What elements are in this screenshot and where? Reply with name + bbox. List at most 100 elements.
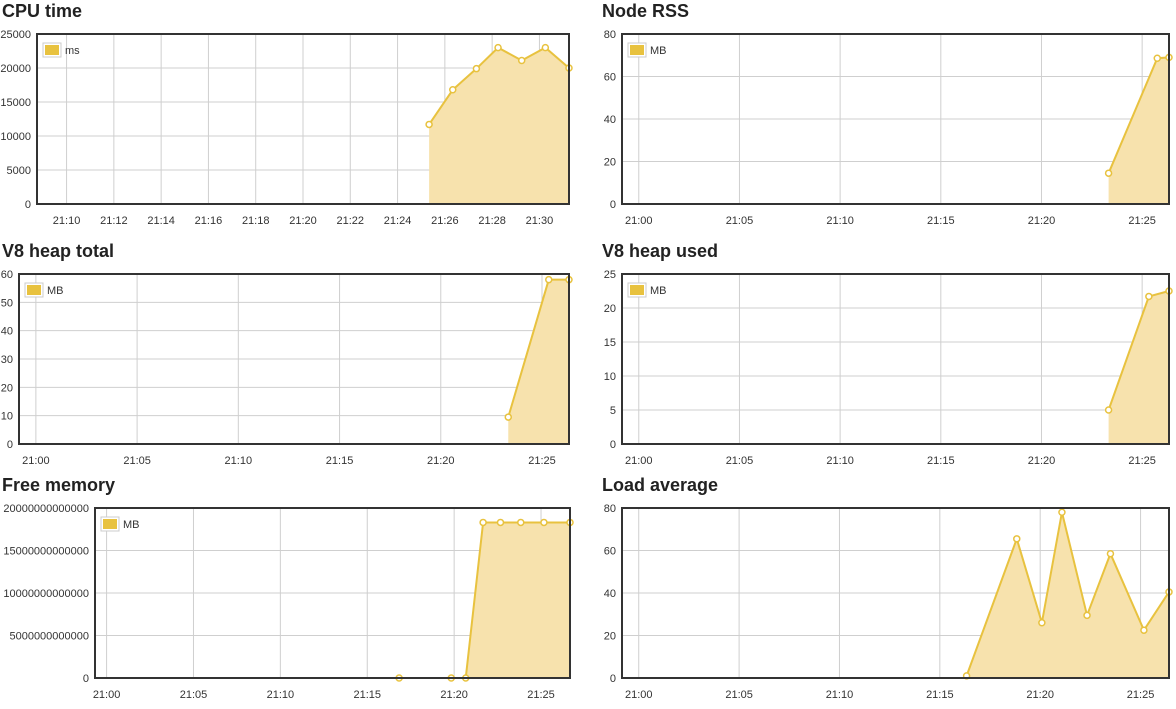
- grid: [19, 274, 569, 444]
- legend-swatch: [630, 285, 644, 295]
- legend: ms: [42, 42, 80, 58]
- x-tick-label: 21:20: [427, 455, 455, 467]
- y-tick-label: 40: [604, 114, 616, 126]
- x-tick-label: 21:25: [1128, 215, 1156, 227]
- x-tick-label: 21:05: [726, 455, 754, 467]
- data-point: [425, 120, 433, 129]
- x-tick-label: 21:20: [1028, 215, 1056, 227]
- y-tick-label: 0: [610, 673, 616, 685]
- series-area: [399, 522, 570, 678]
- x-tick-label: 21:30: [526, 215, 554, 227]
- data-point: [496, 518, 505, 527]
- x-tick-label: 21:12: [100, 215, 128, 227]
- load-average-chart: 0 20 40 60 80 21:00 21:05 21:10 21:15 21:20 21:25: [604, 503, 1173, 701]
- y-tick-label: 25: [604, 269, 616, 281]
- x-tick-label: 21:10: [826, 689, 854, 701]
- y-tick-label: 25000: [0, 29, 31, 41]
- x-tick-label: 21:15: [926, 689, 954, 701]
- legend-swatch: [27, 285, 41, 295]
- v8-heap-used-panel: V8 heap used 0 5 10 15 20 25 21:00 21:05 21:10 21…: [600, 240, 1176, 475]
- v8-heap-total-chart: 0 10 20 30 40 50 60 21:00 21:05 21:10 21:15 21:20 21…: [1, 269, 573, 467]
- data-point: [517, 518, 525, 527]
- x-tick-label: 21:24: [384, 215, 412, 227]
- data-point: [1106, 549, 1115, 558]
- x-tick-label: 21:15: [326, 455, 354, 467]
- x-tick-label: 21:10: [826, 455, 854, 467]
- legend: MB: [100, 516, 140, 532]
- y-tick-label: 80: [604, 29, 616, 41]
- data-point: [1013, 535, 1021, 543]
- legend: MB: [24, 282, 64, 298]
- grid: [622, 274, 1169, 444]
- legend-label: MB: [123, 519, 140, 531]
- series-area: [429, 47, 569, 204]
- plot-frame: [36, 33, 570, 205]
- x-tick-label: 21:15: [927, 455, 955, 467]
- x-tick-label: 21:28: [478, 215, 506, 227]
- y-tick-label: 20: [604, 303, 616, 315]
- data-point: [545, 275, 553, 284]
- x-tick-label: 21:22: [337, 215, 365, 227]
- y-tick-label: 0: [610, 199, 616, 211]
- cpu-time-chart: 0 5000 10000 15000 20000 25000 21:10 21:12 21:14…: [0, 29, 573, 227]
- y-tick-label: 30: [1, 354, 13, 366]
- chart-title: Load average: [602, 475, 719, 495]
- chart-title: V8 heap used: [602, 241, 719, 261]
- data-point: [504, 413, 513, 421]
- legend: MB: [627, 282, 667, 298]
- y-tick-label: 20: [1, 382, 13, 394]
- y-tick-label: 0: [25, 199, 31, 211]
- plot-frame: [621, 33, 1170, 205]
- y-tick-label: 10000000000000: [3, 588, 89, 600]
- legend-label: MB: [47, 285, 64, 297]
- y-tick-label: 10: [1, 411, 13, 423]
- legend-swatch: [103, 519, 117, 529]
- plot-frame: [94, 507, 571, 679]
- y-tick-label: 10000: [0, 131, 31, 143]
- data-point: [448, 86, 457, 94]
- x-tick-label: 21:10: [53, 215, 81, 227]
- data-point: [494, 43, 502, 52]
- node-rss-chart: 0 20 40 60 80 21:00 21:05 21:10 21:15 21:20 21:25 M…: [604, 29, 1173, 227]
- x-tick-label: 21:00: [625, 455, 653, 467]
- v8-heap-total-panel: V8 heap total 0 10 20 30 40 50 60 21:00 21:05 21:…: [0, 240, 588, 475]
- node-rss-panel: Node RSS 0 20 40 60 80 21:00 21:05 21:10 21:15 21…: [600, 0, 1176, 235]
- data-point: [1038, 619, 1046, 627]
- load-average-panel: Load average 0 20 40 60 80 21:00 21:05 21:10 21:…: [600, 474, 1176, 709]
- data-point: [1058, 508, 1066, 516]
- y-tick-label: 10: [604, 371, 616, 383]
- chart-title: V8 heap total: [2, 241, 115, 261]
- x-tick-label: 21:00: [625, 215, 653, 227]
- x-tick-label: 21:15: [353, 689, 381, 701]
- y-tick-label: 5000000000000: [9, 631, 89, 643]
- y-tick-label: 40: [604, 588, 616, 600]
- x-tick-label: 21:25: [1128, 455, 1156, 467]
- legend-label: ms: [65, 45, 80, 57]
- series-line: [965, 512, 1170, 677]
- x-tick-label: 21:16: [195, 215, 223, 227]
- x-tick-label: 21:05: [180, 689, 208, 701]
- y-tick-label: 0: [83, 673, 89, 685]
- x-tick-label: 21:15: [927, 215, 955, 227]
- data-point: [517, 56, 526, 65]
- y-tick-label: 20: [604, 631, 616, 643]
- series-area: [1108, 57, 1169, 204]
- data-point: [1104, 169, 1113, 177]
- legend-label: MB: [650, 285, 667, 297]
- data-point: [1145, 292, 1153, 301]
- data-point: [1153, 54, 1162, 62]
- data-point: [472, 64, 481, 73]
- x-tick-label: 21:26: [431, 215, 459, 227]
- v8-heap-used-chart: 0 5 10 15 20 25 21:00 21:05 21:10 21:15 21:20 21:25…: [604, 269, 1173, 467]
- y-tick-label: 5000: [7, 165, 31, 177]
- y-tick-label: 50: [1, 297, 13, 309]
- x-tick-label: 21:10: [267, 689, 295, 701]
- x-tick-label: 21:18: [242, 215, 270, 227]
- chart-title: CPU time: [2, 1, 83, 21]
- y-tick-label: 60: [604, 546, 616, 558]
- x-tick-label: 21:00: [625, 689, 653, 701]
- chart-title: Free memory: [2, 475, 116, 495]
- x-tick-label: 21:20: [1026, 689, 1054, 701]
- x-tick-label: 21:10: [826, 215, 854, 227]
- x-tick-label: 21:05: [725, 689, 753, 701]
